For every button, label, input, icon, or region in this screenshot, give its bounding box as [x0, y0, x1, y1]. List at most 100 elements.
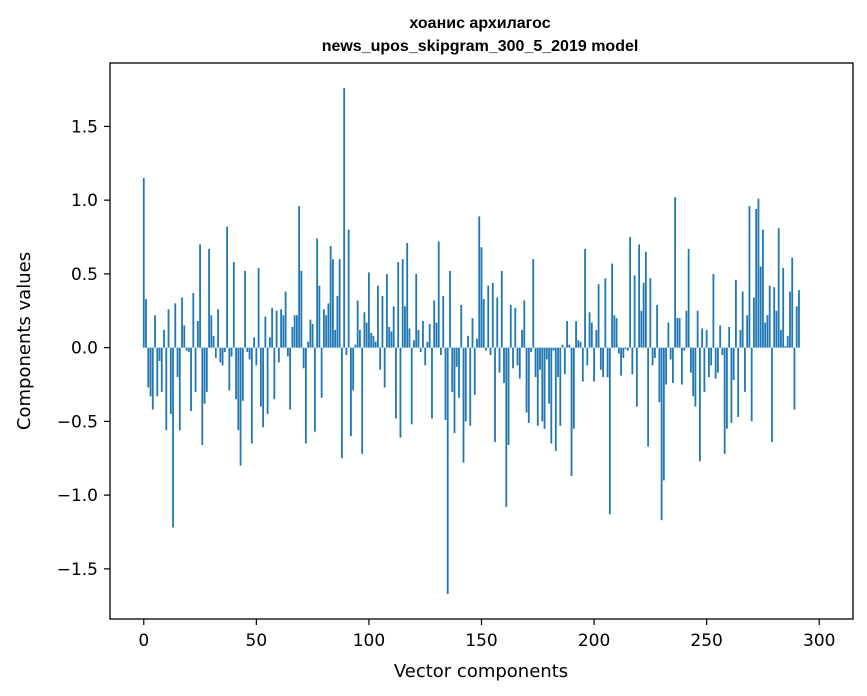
- bar: [372, 335, 375, 348]
- bar: [151, 347, 154, 410]
- bar: [390, 331, 393, 348]
- bar: [422, 321, 424, 348]
- bar: [768, 285, 771, 348]
- bar: [419, 347, 422, 353]
- bar: [482, 298, 485, 348]
- bar: [557, 347, 559, 378]
- bar: [753, 297, 755, 348]
- bar: [471, 318, 474, 348]
- bar: [286, 347, 289, 357]
- bar: [302, 347, 305, 369]
- bar: [525, 347, 528, 413]
- bar: [167, 309, 170, 348]
- bar: [647, 347, 650, 447]
- bar: [570, 347, 573, 476]
- y-tick-label: 1.5: [71, 117, 98, 137]
- bar: [480, 247, 483, 348]
- bar: [248, 347, 251, 360]
- bar: [417, 329, 420, 348]
- bar: [487, 285, 490, 348]
- bar: [381, 296, 384, 348]
- bar: [762, 229, 764, 348]
- bar: [386, 273, 388, 348]
- bar: [699, 347, 701, 462]
- bar: [160, 347, 163, 392]
- bar: [208, 248, 210, 348]
- bar: [527, 347, 530, 423]
- bar: [595, 329, 598, 348]
- bar: [491, 282, 494, 348]
- bar: [383, 347, 386, 388]
- bar: [446, 347, 449, 594]
- bar: [214, 347, 217, 358]
- bar: [723, 347, 726, 454]
- bar: [395, 347, 397, 419]
- bar: [388, 326, 391, 348]
- bar: [212, 335, 215, 348]
- bar: [478, 216, 481, 348]
- bar: [379, 347, 382, 370]
- bar: [496, 297, 499, 348]
- bar: [615, 318, 618, 348]
- bar: [327, 303, 330, 348]
- bar: [408, 328, 411, 348]
- bar: [798, 290, 800, 348]
- x-axis: 0 50 100 150 200 250 300: [138, 619, 835, 651]
- bar: [196, 321, 199, 348]
- bar: [784, 346, 787, 348]
- bar: [334, 329, 337, 348]
- bar: [766, 315, 769, 348]
- x-tick-label: 0: [138, 631, 149, 651]
- bar: [345, 347, 348, 356]
- bar: [300, 270, 303, 348]
- bar: [735, 279, 737, 348]
- bar: [577, 340, 580, 348]
- bar: [397, 262, 400, 348]
- bar: [374, 341, 377, 348]
- bar: [530, 347, 532, 353]
- y-tick-label: 1.0: [71, 191, 98, 211]
- bar: [773, 287, 776, 348]
- bar: [617, 347, 620, 354]
- bar: [505, 347, 508, 507]
- bar: [759, 266, 762, 348]
- bar: [795, 306, 798, 348]
- bar: [701, 328, 704, 348]
- bar: [730, 347, 733, 423]
- bar: [579, 341, 582, 348]
- bar: [309, 319, 312, 348]
- bar: [714, 347, 717, 379]
- bar: [737, 347, 740, 417]
- bar: [147, 347, 150, 388]
- bar: [259, 347, 262, 407]
- bar: [190, 347, 192, 412]
- bar: [593, 347, 595, 382]
- bar: [559, 347, 562, 426]
- bar: [489, 347, 492, 356]
- y-tick-label: 0.5: [71, 265, 98, 285]
- bar: [201, 347, 204, 445]
- bar: [518, 347, 521, 379]
- bar: [295, 315, 298, 348]
- x-tick-label: 100: [353, 631, 385, 651]
- bar: [631, 347, 634, 375]
- bar: [764, 322, 767, 348]
- bar: [298, 206, 301, 348]
- bar: [142, 178, 145, 348]
- bar: [178, 347, 181, 431]
- bar: [404, 306, 406, 348]
- bar: [552, 347, 555, 351]
- bar: [435, 322, 438, 348]
- bar: [442, 296, 445, 348]
- bar: [361, 347, 364, 454]
- bar: [660, 347, 663, 521]
- bar: [174, 303, 177, 348]
- chart-subtitle: news_upos_skipgram_300_5_2019 model: [322, 38, 639, 55]
- bar: [514, 307, 517, 348]
- bar: [336, 296, 339, 348]
- x-axis-label: Vector components: [394, 661, 568, 682]
- y-tick-label: −1.0: [57, 486, 98, 506]
- bar: [563, 347, 566, 375]
- bar: [741, 291, 744, 348]
